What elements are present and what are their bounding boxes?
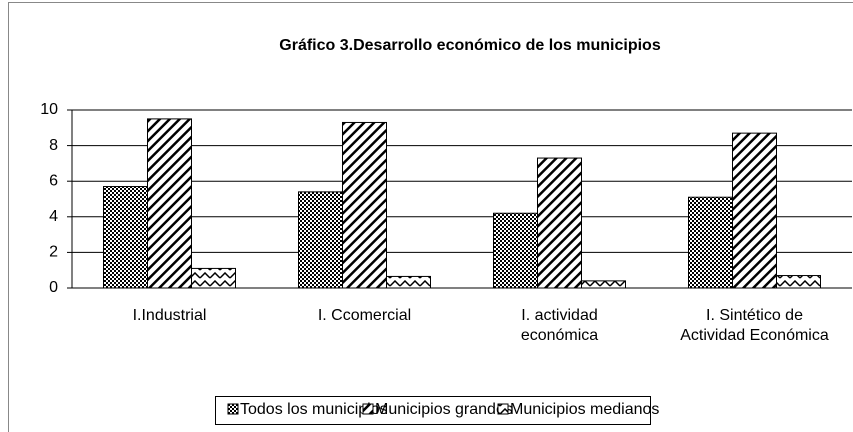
bar <box>147 118 192 289</box>
bar <box>493 212 538 289</box>
legend-box <box>215 396 651 425</box>
bar <box>776 275 821 289</box>
x-tick-label: I. Ccomercial <box>317 307 412 324</box>
bar <box>386 275 431 289</box>
legend-swatch <box>497 403 509 415</box>
bar <box>732 132 777 289</box>
legend-label: Municipios medianos <box>510 401 659 418</box>
frame <box>8 2 853 432</box>
bar <box>581 280 626 289</box>
legend-swatch <box>362 403 374 415</box>
bar <box>537 157 582 289</box>
bar <box>342 121 387 289</box>
bar <box>191 267 236 289</box>
y-tick-label: 4 <box>49 208 58 225</box>
x-tick-label: I.Industrial <box>132 307 207 324</box>
bar <box>688 196 733 289</box>
bar <box>298 191 343 289</box>
y-tick-label: 0 <box>49 279 58 296</box>
y-tick-label: 2 <box>49 244 58 261</box>
legend-label: Municipios grandes <box>375 401 513 418</box>
legend-label: Todos los municipios <box>240 401 388 418</box>
y-tick-label: 8 <box>49 137 58 154</box>
bar <box>103 186 148 289</box>
x-tick-label: I. actividad económica <box>520 307 599 344</box>
chart-title: Gráfico 3.Desarrollo económico de los mu… <box>279 37 661 54</box>
legend-swatch <box>227 403 239 415</box>
x-tick-label: I. Sintético de Actividad Económica <box>680 307 829 344</box>
y-tick-label: 6 <box>49 172 58 189</box>
y-tick-label: 10 <box>40 101 58 118</box>
